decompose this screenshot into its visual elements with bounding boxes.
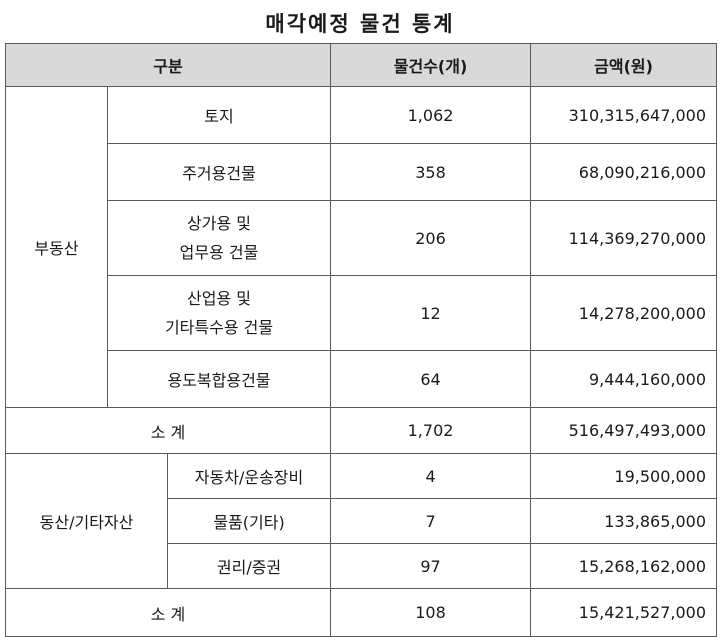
row-label: 토지	[106, 86, 332, 144]
row-amount: 15,268,162,000	[530, 543, 718, 589]
page-title: 매각예정 물건 통계	[265, 12, 455, 36]
table-row: 주거용건물 358 68,090,216,000	[6, 143, 718, 201]
subtotal-amount: 15,421,527,000	[530, 588, 718, 637]
row-count: 206	[330, 200, 532, 276]
table-row: 용도복합용건물 64 9,444,160,000	[6, 350, 718, 408]
statistics-table: 구분 물건수(개) 금액(원) 부동산 토지 1,062 310,315,647…	[4, 43, 718, 637]
row-label: 권리/증권	[166, 543, 332, 589]
table-row: 동산/기타자산 자동차/운송장비 4 19,500,000	[5, 453, 718, 589]
table-row: 부동산 토지 1,062 310,315,647,000	[5, 86, 718, 408]
row-amount: 133,865,000	[530, 498, 718, 544]
subtotal-amount: 516,497,493,000	[530, 407, 718, 454]
subtotal-count: 108	[330, 588, 532, 637]
group-label-movable: 동산/기타자산	[5, 453, 168, 589]
row-count: 12	[330, 275, 532, 351]
row-amount: 114,369,270,000	[530, 200, 718, 276]
row-count: 4	[330, 453, 532, 499]
row-count: 1,062	[330, 86, 532, 144]
row-amount: 9,444,160,000	[530, 350, 718, 408]
subtotal-row-movable: 소 계 108 15,421,527,000	[4, 588, 718, 637]
row-count: 358	[330, 143, 532, 201]
subtotal-row-real-estate: 소 계 1,702 516,497,493,000	[4, 407, 718, 454]
row-label-line1: 상가용 및	[187, 214, 251, 233]
subtotal-count: 1,702	[330, 407, 532, 454]
row-amount: 68,090,216,000	[530, 143, 718, 201]
row-label: 상가용 및 업무용 건물	[106, 200, 332, 276]
header-row: 구분 물건수(개) 금액(원)	[4, 43, 718, 87]
row-amount: 14,278,200,000	[530, 275, 718, 351]
header-amount: 금액(원)	[530, 43, 718, 87]
row-count: 7	[330, 498, 532, 544]
row-label: 산업용 및 기타특수용 건물	[106, 275, 332, 351]
row-label: 용도복합용건물	[106, 350, 332, 408]
table-row: 물품(기타) 7 133,865,000	[6, 498, 718, 544]
row-label: 주거용건물	[106, 143, 332, 201]
header-category: 구분	[4, 43, 332, 87]
row-label: 자동차/운송장비	[166, 453, 332, 499]
table-row: 상가용 및 업무용 건물 206 114,369,270,000	[6, 200, 718, 276]
row-amount: 19,500,000	[530, 453, 718, 499]
subtotal-label: 소 계	[4, 588, 332, 637]
subtotal-label: 소 계	[4, 407, 332, 454]
row-label: 물품(기타)	[166, 498, 332, 544]
row-count: 64	[330, 350, 532, 408]
row-count: 97	[330, 543, 532, 589]
group-label-real-estate: 부동산	[5, 86, 108, 408]
row-label-line2: 업무용 건물	[179, 243, 259, 262]
row-label-line1: 산업용 및	[187, 289, 251, 308]
table-row: 권리/증권 97 15,268,162,000	[6, 543, 718, 589]
row-amount: 310,315,647,000	[530, 86, 718, 144]
header-count: 물건수(개)	[330, 43, 532, 87]
table-row: 산업용 및 기타특수용 건물 12 14,278,200,000	[6, 275, 718, 351]
row-label-line2: 기타특수용 건물	[164, 318, 274, 337]
